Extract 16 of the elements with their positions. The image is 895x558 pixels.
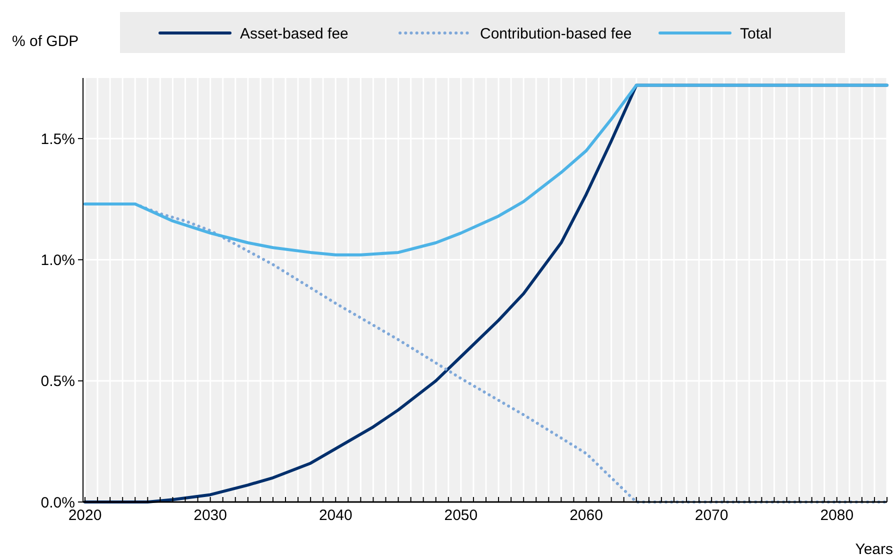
x-tick-label: 2060: [570, 507, 603, 524]
x-axis-title: Years: [855, 541, 893, 558]
y-tick-label: 0.5%: [40, 373, 75, 390]
x-tick-label: 2030: [194, 507, 227, 524]
legend-label: Asset-based fee: [240, 25, 348, 42]
x-tick-label: 2040: [318, 507, 352, 524]
legend-label: Total: [740, 25, 772, 42]
legend-label: Contribution-based fee: [480, 25, 632, 42]
y-axis-title: % of GDP: [12, 33, 79, 50]
x-tick-label: 2020: [68, 507, 102, 524]
y-tick-label: 1.5%: [40, 130, 75, 148]
x-tick-label: 2050: [444, 507, 478, 524]
x-tick-label: 2080: [820, 507, 854, 524]
y-tick-label: 1.0%: [40, 252, 75, 269]
line-series: [84, 84, 888, 256]
x-tick-label: 2070: [694, 507, 728, 524]
